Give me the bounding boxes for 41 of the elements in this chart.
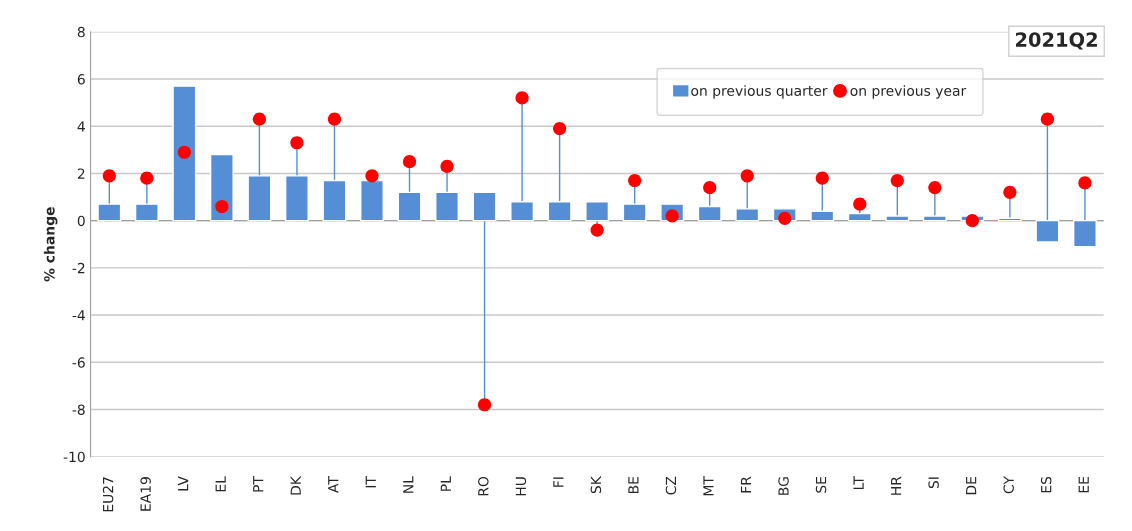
x-tick-label: CY (1003, 476, 1014, 494)
x-tick-label: BE (628, 476, 639, 494)
x-tick-label: AT (328, 476, 339, 493)
x-tick-label: DK (290, 475, 301, 495)
y-tick-label: -8 (72, 404, 85, 415)
x-tick-label: DE (966, 476, 977, 495)
x-tick-label: RO (478, 476, 489, 496)
x-tick-label: FI (553, 477, 564, 487)
y-axis-title: % change (43, 207, 58, 282)
x-tick-label: NL (403, 476, 414, 493)
x-tick-label: PT (253, 476, 264, 492)
y-tick-label: -10 (63, 451, 85, 463)
x-tick-label: SI (928, 477, 939, 489)
x-tick-label: ES (1040, 476, 1052, 493)
x-tick-label: MT (703, 476, 714, 496)
y-tick-label: -2 (72, 262, 85, 274)
x-tick-label: EU27 (102, 477, 114, 512)
y-tick-label: 0 (77, 215, 85, 227)
y-tick-label: 2 (77, 168, 85, 179)
x-tick-label: BG (778, 477, 789, 495)
legend-label: on previous quarter (691, 85, 828, 99)
chart-title: 2021Q2 (1016, 32, 1097, 50)
y-tick-label: 6 (77, 74, 85, 85)
x-tick-label: EE (1078, 476, 1089, 493)
x-tick-label: LV (178, 476, 189, 491)
x-tick-label: SK (590, 475, 602, 494)
legend-label: on previous year (850, 85, 967, 99)
x-tick-label: IT (365, 476, 376, 488)
x-tick-label: EA19 (140, 477, 151, 511)
y-tick-label: -6 (72, 357, 85, 368)
y-tick-label: 8 (77, 26, 85, 38)
x-tick-label: FR (740, 476, 752, 493)
x-tick-label: HR (891, 476, 902, 495)
x-tick-label: HU (515, 477, 527, 496)
x-tick-label: LT (853, 476, 864, 490)
y-tick-label: -4 (72, 310, 85, 321)
x-tick-label: SE (815, 477, 827, 493)
x-tick-label: EL (215, 476, 226, 492)
x-tick-label: PL (440, 476, 451, 491)
y-tick-label: 4 (77, 121, 85, 132)
x-tick-label: CZ (665, 476, 677, 495)
